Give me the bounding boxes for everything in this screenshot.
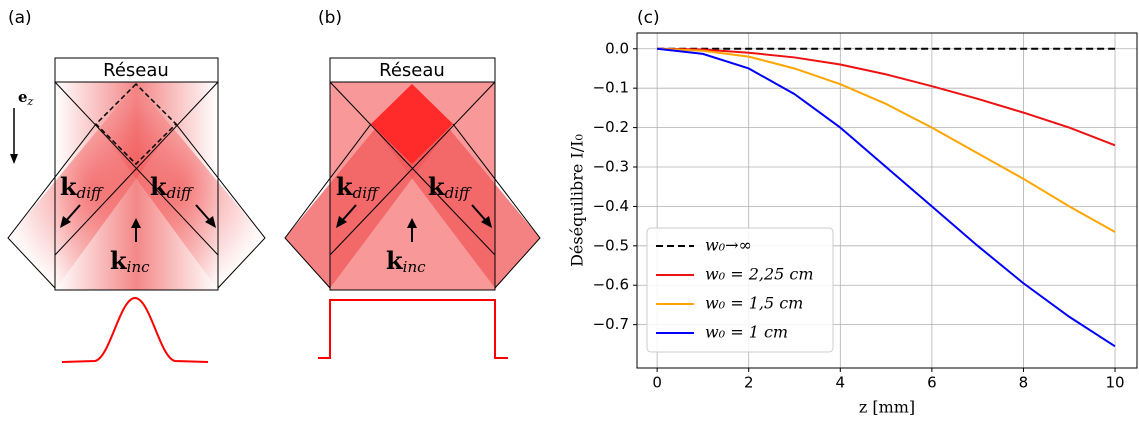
arrowhead bbox=[407, 218, 417, 228]
legend-label: w₀ = 1,5 cm bbox=[705, 294, 803, 313]
vector-base: k bbox=[60, 172, 78, 201]
vector-label: kdiff bbox=[428, 172, 472, 203]
axis-label: ez bbox=[18, 88, 34, 108]
arrowhead bbox=[60, 216, 71, 228]
x-tick-label: 6 bbox=[927, 374, 937, 392]
vector-label: kinc bbox=[386, 246, 426, 277]
arrowhead bbox=[205, 216, 216, 228]
legend-box bbox=[646, 227, 834, 353]
panel-label: (a) bbox=[8, 8, 32, 28]
vector-base: k bbox=[386, 246, 404, 275]
edge bbox=[7, 123, 97, 289]
diffracted-beam bbox=[96, 84, 265, 290]
x-tick-label: 4 bbox=[836, 374, 846, 392]
y-tick-label: −0.6 bbox=[593, 276, 629, 294]
gaussian-profile bbox=[61, 296, 209, 363]
x-tick-label: 2 bbox=[744, 374, 754, 392]
vector-label: kinc bbox=[110, 246, 150, 277]
panel-label: (b) bbox=[318, 8, 342, 28]
panel-b: (b) Réseau bbox=[284, 8, 541, 359]
arrowhead bbox=[10, 154, 18, 164]
x-tick-label: 10 bbox=[1105, 374, 1124, 392]
vector-base: k bbox=[150, 172, 168, 201]
y-tick-label: −0.5 bbox=[593, 236, 629, 254]
panel-a: (a) Réseau ez bbox=[7, 8, 266, 363]
series-line bbox=[657, 47, 1116, 147]
vector-sub: diff bbox=[167, 184, 194, 202]
edge bbox=[175, 123, 266, 289]
grating-label: Réseau bbox=[379, 60, 445, 81]
y-tick-label: −0.1 bbox=[593, 79, 629, 97]
vector-sub: diff bbox=[353, 184, 380, 202]
axes-frame bbox=[636, 32, 1138, 369]
edge bbox=[329, 81, 496, 256]
vector-base: k bbox=[428, 172, 446, 201]
y-axis-label: Déséquilibre I/I₀ bbox=[568, 134, 587, 267]
overlap bbox=[371, 84, 453, 164]
axis-sub: z bbox=[27, 95, 34, 108]
arrow bbox=[64, 204, 81, 223]
tophat-profile bbox=[318, 299, 508, 359]
grating bbox=[329, 57, 496, 83]
series-line bbox=[657, 47, 1116, 348]
y-tick-label: −0.3 bbox=[593, 158, 629, 176]
arrow bbox=[340, 204, 357, 223]
vector-base: k bbox=[336, 172, 354, 201]
axis-base: e bbox=[18, 88, 28, 106]
vector-sub: inc bbox=[127, 258, 150, 276]
panel-label: (c) bbox=[637, 8, 660, 28]
y-tick-label: −0.4 bbox=[593, 197, 629, 215]
edge bbox=[452, 123, 541, 289]
y-tick-label: −0.7 bbox=[593, 315, 629, 333]
arrow bbox=[471, 204, 488, 223]
chart: (c) 0.0 −0.1 −0.2 −0.3 −0.4 −0.5 −0.6 −0.7 0 2 4 6 8… bbox=[568, 8, 1138, 417]
edge bbox=[54, 81, 219, 256]
x-tick-label: 0 bbox=[652, 374, 662, 392]
arrowhead bbox=[131, 218, 141, 228]
y-tick-label: 0.0 bbox=[605, 39, 629, 57]
vector-sub: inc bbox=[403, 258, 426, 276]
vector-base: k bbox=[110, 246, 128, 275]
arrowhead bbox=[336, 216, 347, 228]
series-line bbox=[657, 47, 1116, 233]
legend-label: w₀ = 1 cm bbox=[705, 323, 788, 342]
arrowhead bbox=[481, 216, 492, 228]
x-axis-label: z [mm] bbox=[859, 398, 915, 417]
legend-label: w₀→∞ bbox=[705, 236, 752, 255]
legend-label: w₀ = 2,25 cm bbox=[705, 265, 814, 284]
vector-label: kdiff bbox=[336, 172, 380, 203]
vector-sub: diff bbox=[445, 184, 472, 202]
vector-label: kdiff bbox=[60, 172, 104, 203]
overlap bbox=[94, 82, 178, 166]
grating-label: Réseau bbox=[103, 60, 169, 81]
vector-label: kdiff bbox=[150, 172, 194, 203]
vector-sub: diff bbox=[77, 184, 104, 202]
arrow bbox=[195, 204, 212, 223]
grating bbox=[54, 57, 219, 83]
edge bbox=[284, 123, 372, 289]
y-tick-label: −0.2 bbox=[593, 118, 629, 136]
x-tick-label: 8 bbox=[1019, 374, 1029, 392]
